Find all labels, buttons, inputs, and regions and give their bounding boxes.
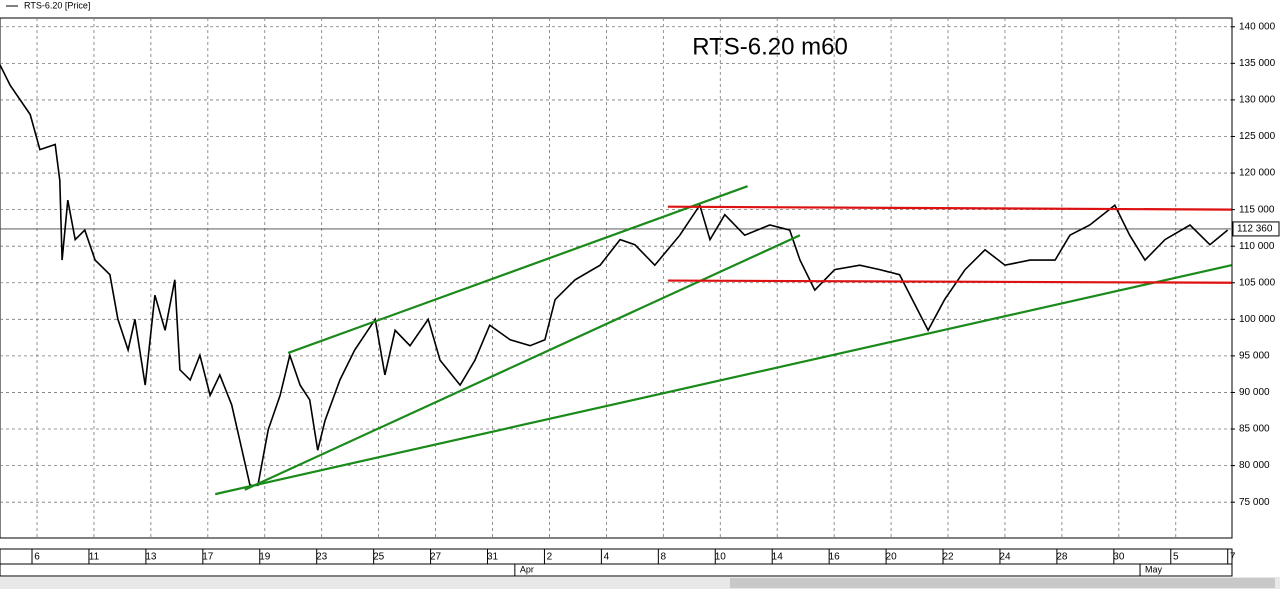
legend: RTS-6.20 [Price] [24, 0, 90, 10]
y-tick-label: 90 000 [1239, 387, 1270, 398]
y-tick-label: 135 000 [1239, 58, 1276, 69]
scroll-thumb[interactable] [730, 578, 1275, 588]
x-tick-label: 8 [661, 552, 667, 563]
x-tick-label: 30 [1113, 552, 1125, 563]
price-line [0, 64, 1229, 487]
month-label: May [1145, 564, 1163, 574]
x-tick-label: 27 [430, 552, 442, 563]
x-tick-label: 13 [145, 552, 157, 563]
x-tick-label: 31 [487, 552, 499, 563]
x-tick-label: 2 [547, 552, 553, 563]
y-tick-label: 120 000 [1239, 168, 1276, 179]
x-tick-label: 7 [1230, 552, 1236, 563]
x-tick-label: 20 [886, 552, 898, 563]
last-price-box [1232, 221, 1280, 237]
trend-line [287, 185, 748, 354]
trend-line [214, 264, 1232, 496]
x-tick-label: 28 [1056, 552, 1068, 563]
x-tick-label: 25 [373, 552, 385, 563]
x-tick-label: 24 [999, 552, 1011, 563]
plot-frame [0, 17, 1233, 539]
x-tick-label: 6 [34, 552, 40, 563]
y-tick-label: 130 000 [1239, 95, 1276, 106]
y-tick-label: 125 000 [1239, 131, 1276, 142]
y-tick-label: 100 000 [1239, 314, 1276, 325]
y-tick-label: 95 000 [1239, 351, 1270, 362]
x-tick-label: 4 [604, 552, 610, 563]
x-axis-strip [0, 548, 1233, 577]
x-tick-label: 10 [715, 552, 727, 563]
x-tick-label: 19 [259, 552, 271, 563]
chart-title: RTS-6.20 m60 [692, 33, 848, 60]
trend-line [667, 205, 1232, 211]
x-tick-label: 5 [1173, 552, 1179, 563]
y-tick-label: 80 000 [1239, 460, 1270, 471]
y-tick-label: 110 000 [1239, 241, 1275, 252]
x-tick-label: 23 [316, 552, 328, 563]
x-tick-label: 22 [942, 552, 954, 563]
trend-line [667, 279, 1232, 284]
y-tick-label: 85 000 [1239, 424, 1270, 435]
x-tick-label: 14 [772, 552, 784, 563]
x-tick-label: 11 [89, 552, 100, 563]
x-tick-label: 16 [829, 552, 841, 563]
y-tick-label: 105 000 [1239, 277, 1276, 288]
last-price-label: 112 360 [1237, 224, 1273, 235]
x-tick-label: 17 [202, 552, 214, 563]
y-tick-label: 115 000 [1239, 204, 1275, 215]
y-tick-label: 75 000 [1239, 497, 1270, 508]
y-tick-label: 140 000 [1239, 21, 1276, 32]
month-label: Apr [520, 564, 534, 574]
trend-line [244, 234, 801, 491]
